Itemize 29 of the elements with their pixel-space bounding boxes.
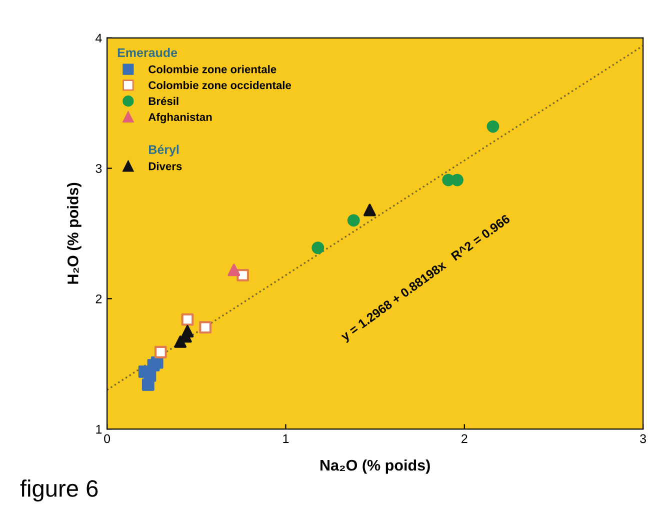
point xyxy=(236,269,250,282)
point xyxy=(451,174,464,186)
point xyxy=(364,204,376,216)
point xyxy=(312,242,324,254)
y-tick-label: 2 xyxy=(96,294,102,304)
legend-label: Brésil xyxy=(148,96,178,106)
legend-title: Emeraude xyxy=(118,48,178,58)
x-tick-label: 2 xyxy=(462,434,468,443)
caption: figure 6 xyxy=(20,480,98,502)
y-axis-title: H₂O (% poids) xyxy=(67,182,82,284)
x-tick-label: 0 xyxy=(104,434,110,444)
point xyxy=(199,321,212,334)
y-tick-label: 4 xyxy=(96,34,102,42)
x-tick-label: 3 xyxy=(640,434,646,444)
y-tick-label: 1 xyxy=(96,424,102,434)
point xyxy=(154,346,167,358)
legend-label: Colombie zone occidentale xyxy=(148,81,292,90)
legend-label: Divers xyxy=(148,162,182,170)
x-tick-label: 1 xyxy=(283,434,289,443)
annotation: Béryl xyxy=(149,144,179,156)
point xyxy=(486,120,500,133)
point xyxy=(181,325,194,338)
point xyxy=(347,214,360,227)
point xyxy=(181,313,194,326)
point xyxy=(228,264,240,276)
legend-label: Afghanistan xyxy=(148,112,212,124)
legend-label: Colombie zone orientale xyxy=(148,65,276,74)
y-tick-label: 3 xyxy=(96,164,102,173)
x-axis-title: Na₂O (% poids) xyxy=(320,459,430,474)
